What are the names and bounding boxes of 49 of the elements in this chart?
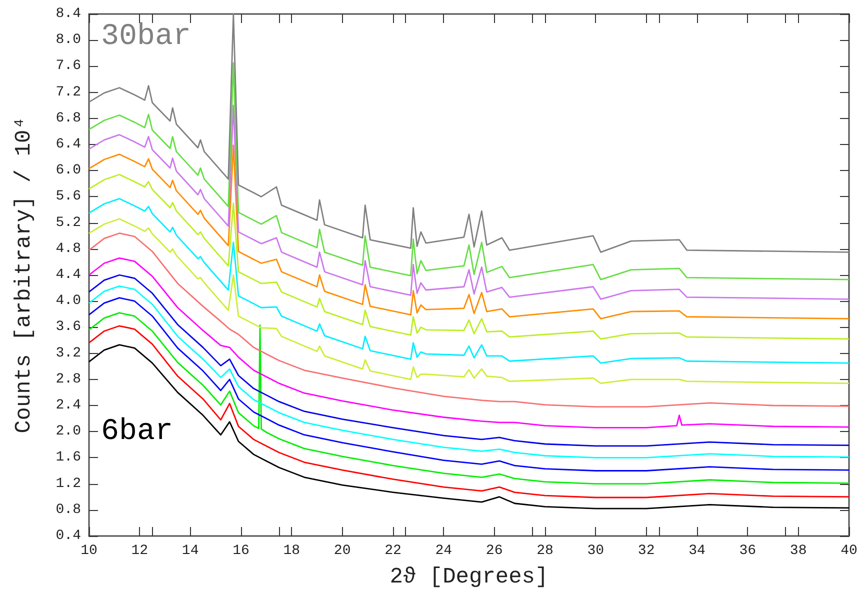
y-tick-label: 0.8 bbox=[56, 502, 81, 518]
x-tick-label: 12 bbox=[131, 543, 148, 559]
line-series bbox=[88, 174, 850, 340]
y-tick-label: 4.0 bbox=[56, 293, 81, 310]
y-tick-label: 8.4 bbox=[56, 6, 81, 22]
y-tick-label: 2.0 bbox=[56, 424, 81, 440]
y-tick-label: 5.6 bbox=[56, 188, 81, 205]
line-series bbox=[88, 232, 850, 408]
y-axis-title: Counts [arbitrary] / 10⁴ bbox=[12, 116, 36, 434]
x-tick-label: 34 bbox=[688, 543, 706, 559]
y-tick-label: 4.4 bbox=[56, 267, 81, 283]
series-label: 6bar bbox=[101, 414, 174, 449]
y-tick-label: 7.2 bbox=[56, 84, 81, 100]
line-series bbox=[88, 344, 850, 510]
y-tick-label: 6.0 bbox=[56, 162, 81, 179]
y-tick-label: 2.4 bbox=[56, 398, 81, 414]
y-tick-label: 4.8 bbox=[56, 240, 81, 257]
line-series bbox=[88, 62, 850, 280]
y-tick-label: 3.2 bbox=[56, 345, 81, 362]
x-tick-label: 36 bbox=[739, 543, 756, 559]
y-tick-label: 1.2 bbox=[56, 476, 81, 492]
x-tick-label: 10 bbox=[80, 543, 98, 559]
y-tick-label: 0.4 bbox=[56, 528, 81, 544]
y-tick-label: 5.2 bbox=[56, 214, 81, 231]
line-series bbox=[88, 218, 850, 384]
y-tick-label: 2.8 bbox=[56, 371, 81, 388]
y-tick-label: 8.0 bbox=[56, 32, 81, 48]
x-tick-label: 24 bbox=[435, 543, 452, 559]
series-label: 30bar bbox=[101, 20, 192, 54]
line-series bbox=[88, 104, 850, 300]
x-tick-label: 40 bbox=[840, 543, 858, 559]
x-tick-label: 22 bbox=[384, 543, 402, 559]
x-tick-label: 16 bbox=[232, 543, 250, 559]
y-tick-label: 3.6 bbox=[56, 319, 81, 336]
x-tick-label: 18 bbox=[283, 543, 300, 559]
line-series bbox=[88, 198, 850, 364]
x-axis-title: 2ϑ [Degrees] bbox=[390, 564, 548, 590]
x-tick-label: 14 bbox=[182, 543, 199, 559]
x-tick-label: 30 bbox=[587, 543, 604, 559]
y-tick-label: 6.4 bbox=[56, 136, 81, 152]
x-tick-label: 20 bbox=[334, 543, 351, 559]
x-tick-label: 38 bbox=[790, 543, 807, 559]
y-tick-label: 1.6 bbox=[56, 450, 81, 466]
line-series bbox=[88, 144, 850, 320]
x-tick-label: 26 bbox=[486, 543, 503, 559]
y-tick-label: 7.6 bbox=[56, 58, 81, 74]
x-tick-label: 32 bbox=[638, 543, 655, 559]
x-tick-label: 28 bbox=[536, 543, 554, 559]
y-tick-label: 6.8 bbox=[56, 110, 81, 126]
